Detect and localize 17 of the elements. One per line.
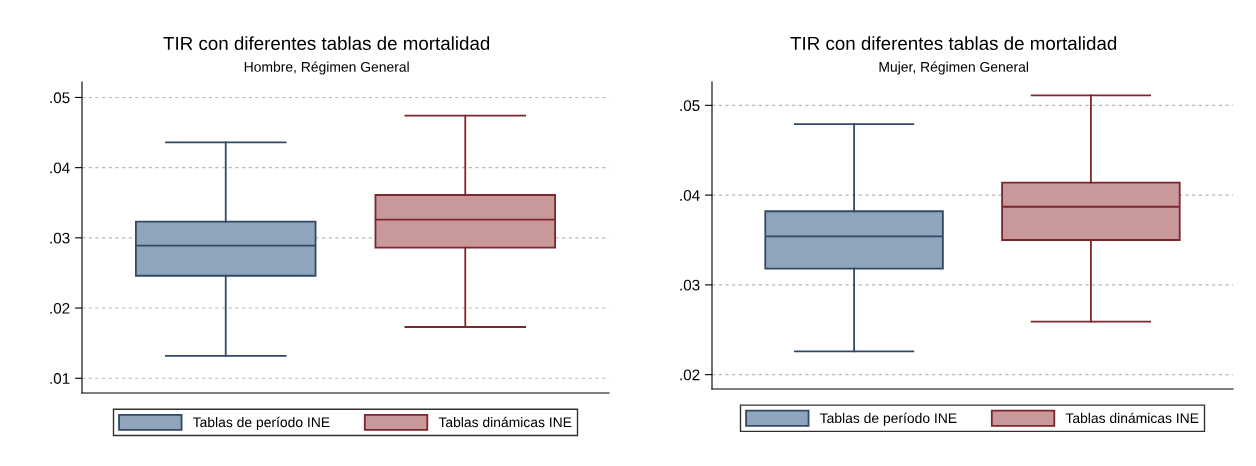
legend-label: Tablas dinámicas INE xyxy=(1065,412,1199,424)
legend-label: Tablas de período INE xyxy=(819,412,957,426)
legend-label: Tablas de período INE xyxy=(192,416,330,430)
legend-label: Tablas dinámicas INE xyxy=(438,416,572,428)
y-tick-label: .05 xyxy=(680,100,700,112)
chart-title: TIR con diferentes tablas de mortalidad xyxy=(163,36,490,51)
chart-subtitle: Hombre, Régimen General xyxy=(244,61,409,75)
y-tick-label: .04 xyxy=(50,162,70,174)
chart-title: TIR con diferentes tablas de mortalidad xyxy=(790,36,1117,51)
y-tick-label: .01 xyxy=(50,373,70,384)
y-tick-label: .05 xyxy=(50,92,70,104)
y-tick-label: .02 xyxy=(50,302,70,314)
y-tick-label: .04 xyxy=(680,189,700,201)
chart-subtitle: Mujer, Régimen General xyxy=(879,61,1028,75)
y-tick-label: .02 xyxy=(680,369,700,381)
y-tick-label: .03 xyxy=(680,279,700,291)
y-tick-label: .03 xyxy=(50,232,70,244)
